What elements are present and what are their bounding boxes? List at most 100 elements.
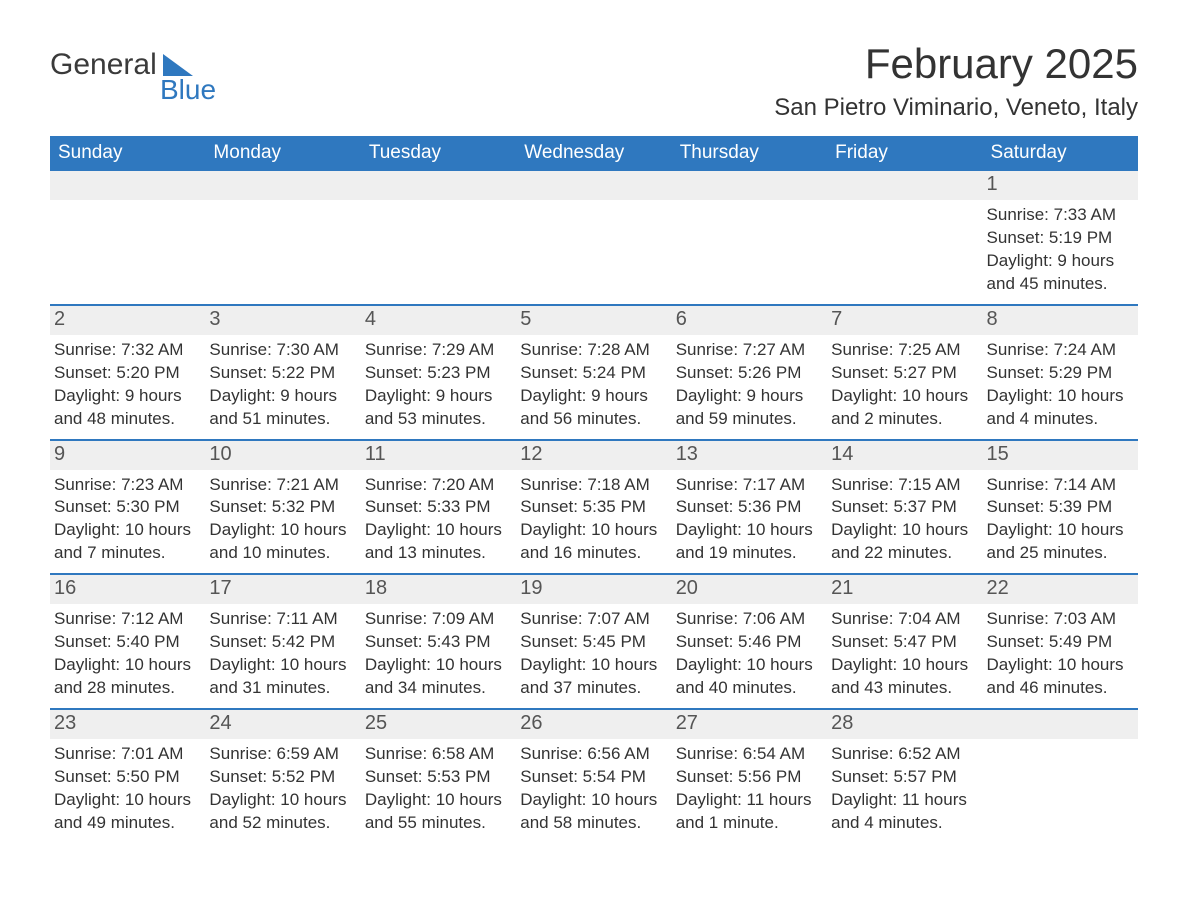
calendar-day: 26Sunrise: 6:56 AMSunset: 5:54 PMDayligh… — [516, 710, 671, 843]
sunset-line: Sunset: 5:54 PM — [520, 766, 667, 789]
sunrise-line: Sunrise: 7:09 AM — [365, 608, 512, 631]
day-number: 22 — [983, 575, 1138, 604]
brand-flag-icon — [163, 54, 193, 76]
sunrise-line: Sunrise: 7:07 AM — [520, 608, 667, 631]
sunrise-line: Sunrise: 6:56 AM — [520, 743, 667, 766]
calendar-weekday-header: Sunday Monday Tuesday Wednesday Thursday… — [50, 136, 1138, 171]
day-number — [827, 171, 982, 200]
day-number: 27 — [672, 710, 827, 739]
day-details — [361, 200, 516, 212]
day-details: Sunrise: 6:58 AMSunset: 5:53 PMDaylight:… — [361, 739, 516, 843]
day-details — [672, 200, 827, 212]
weekday-label: Saturday — [983, 136, 1138, 171]
calendar-day: 7Sunrise: 7:25 AMSunset: 5:27 PMDaylight… — [827, 306, 982, 439]
calendar-day — [983, 710, 1138, 843]
weekday-label: Tuesday — [361, 136, 516, 171]
calendar-day: 16Sunrise: 7:12 AMSunset: 5:40 PMDayligh… — [50, 575, 205, 708]
sunset-line: Sunset: 5:45 PM — [520, 631, 667, 654]
sunset-line: Sunset: 5:37 PM — [831, 496, 978, 519]
sunrise-line: Sunrise: 7:04 AM — [831, 608, 978, 631]
daylight-line: Daylight: 9 hours — [987, 250, 1134, 273]
calendar-page: General Blue February 2025 San Pietro Vi… — [0, 0, 1188, 918]
daylight-line: and 59 minutes. — [676, 408, 823, 431]
sunset-line: Sunset: 5:57 PM — [831, 766, 978, 789]
sunrise-line: Sunrise: 7:25 AM — [831, 339, 978, 362]
day-details: Sunrise: 7:09 AMSunset: 5:43 PMDaylight:… — [361, 604, 516, 708]
day-number: 21 — [827, 575, 982, 604]
daylight-line: and 45 minutes. — [987, 273, 1134, 296]
daylight-line: Daylight: 9 hours — [54, 385, 201, 408]
sunrise-line: Sunrise: 6:58 AM — [365, 743, 512, 766]
day-details: Sunrise: 7:06 AMSunset: 5:46 PMDaylight:… — [672, 604, 827, 708]
calendar-day: 12Sunrise: 7:18 AMSunset: 5:35 PMDayligh… — [516, 441, 671, 574]
calendar-day: 1Sunrise: 7:33 AMSunset: 5:19 PMDaylight… — [983, 171, 1138, 304]
day-details — [983, 739, 1138, 751]
daylight-line: Daylight: 9 hours — [209, 385, 356, 408]
calendar-day: 27Sunrise: 6:54 AMSunset: 5:56 PMDayligh… — [672, 710, 827, 843]
daylight-line: and 19 minutes. — [676, 542, 823, 565]
daylight-line: and 2 minutes. — [831, 408, 978, 431]
day-number: 1 — [983, 171, 1138, 200]
daylight-line: Daylight: 10 hours — [54, 519, 201, 542]
calendar: Sunday Monday Tuesday Wednesday Thursday… — [50, 136, 1138, 843]
calendar-day: 14Sunrise: 7:15 AMSunset: 5:37 PMDayligh… — [827, 441, 982, 574]
sunset-line: Sunset: 5:46 PM — [676, 631, 823, 654]
sunset-line: Sunset: 5:40 PM — [54, 631, 201, 654]
day-number — [50, 171, 205, 200]
day-number: 24 — [205, 710, 360, 739]
daylight-line: and 37 minutes. — [520, 677, 667, 700]
daylight-line: Daylight: 10 hours — [209, 654, 356, 677]
day-details: Sunrise: 7:29 AMSunset: 5:23 PMDaylight:… — [361, 335, 516, 439]
daylight-line: and 48 minutes. — [54, 408, 201, 431]
calendar-week: 23Sunrise: 7:01 AMSunset: 5:50 PMDayligh… — [50, 708, 1138, 843]
weekday-label: Sunday — [50, 136, 205, 171]
day-details: Sunrise: 7:15 AMSunset: 5:37 PMDaylight:… — [827, 470, 982, 574]
sunset-line: Sunset: 5:42 PM — [209, 631, 356, 654]
daylight-line: and 25 minutes. — [987, 542, 1134, 565]
sunset-line: Sunset: 5:49 PM — [987, 631, 1134, 654]
day-number — [361, 171, 516, 200]
sunset-line: Sunset: 5:56 PM — [676, 766, 823, 789]
calendar-week: 1Sunrise: 7:33 AMSunset: 5:19 PMDaylight… — [50, 171, 1138, 304]
daylight-line: and 16 minutes. — [520, 542, 667, 565]
sunrise-line: Sunrise: 6:52 AM — [831, 743, 978, 766]
day-number: 6 — [672, 306, 827, 335]
sunset-line: Sunset: 5:50 PM — [54, 766, 201, 789]
daylight-line: and 4 minutes. — [987, 408, 1134, 431]
sunrise-line: Sunrise: 7:01 AM — [54, 743, 201, 766]
daylight-line: Daylight: 11 hours — [831, 789, 978, 812]
sunrise-line: Sunrise: 7:21 AM — [209, 474, 356, 497]
day-details: Sunrise: 6:56 AMSunset: 5:54 PMDaylight:… — [516, 739, 671, 843]
daylight-line: and 55 minutes. — [365, 812, 512, 835]
calendar-day: 23Sunrise: 7:01 AMSunset: 5:50 PMDayligh… — [50, 710, 205, 843]
weekday-label: Friday — [827, 136, 982, 171]
day-details: Sunrise: 7:14 AMSunset: 5:39 PMDaylight:… — [983, 470, 1138, 574]
sunset-line: Sunset: 5:24 PM — [520, 362, 667, 385]
day-details — [827, 200, 982, 212]
calendar-day: 9Sunrise: 7:23 AMSunset: 5:30 PMDaylight… — [50, 441, 205, 574]
calendar-body: 1Sunrise: 7:33 AMSunset: 5:19 PMDaylight… — [50, 171, 1138, 843]
calendar-day — [516, 171, 671, 304]
sunset-line: Sunset: 5:32 PM — [209, 496, 356, 519]
brand-logo: General Blue — [50, 50, 216, 106]
day-details: Sunrise: 7:12 AMSunset: 5:40 PMDaylight:… — [50, 604, 205, 708]
sunset-line: Sunset: 5:30 PM — [54, 496, 201, 519]
calendar-week: 2Sunrise: 7:32 AMSunset: 5:20 PMDaylight… — [50, 304, 1138, 439]
day-number: 15 — [983, 441, 1138, 470]
calendar-day — [672, 171, 827, 304]
calendar-day: 25Sunrise: 6:58 AMSunset: 5:53 PMDayligh… — [361, 710, 516, 843]
daylight-line: Daylight: 10 hours — [54, 654, 201, 677]
daylight-line: and 7 minutes. — [54, 542, 201, 565]
day-number: 16 — [50, 575, 205, 604]
day-number — [205, 171, 360, 200]
daylight-line: and 40 minutes. — [676, 677, 823, 700]
sunset-line: Sunset: 5:35 PM — [520, 496, 667, 519]
calendar-day: 20Sunrise: 7:06 AMSunset: 5:46 PMDayligh… — [672, 575, 827, 708]
calendar-day: 6Sunrise: 7:27 AMSunset: 5:26 PMDaylight… — [672, 306, 827, 439]
day-number: 10 — [205, 441, 360, 470]
day-details — [516, 200, 671, 212]
day-details: Sunrise: 7:21 AMSunset: 5:32 PMDaylight:… — [205, 470, 360, 574]
daylight-line: and 34 minutes. — [365, 677, 512, 700]
sunrise-line: Sunrise: 7:18 AM — [520, 474, 667, 497]
daylight-line: and 43 minutes. — [831, 677, 978, 700]
